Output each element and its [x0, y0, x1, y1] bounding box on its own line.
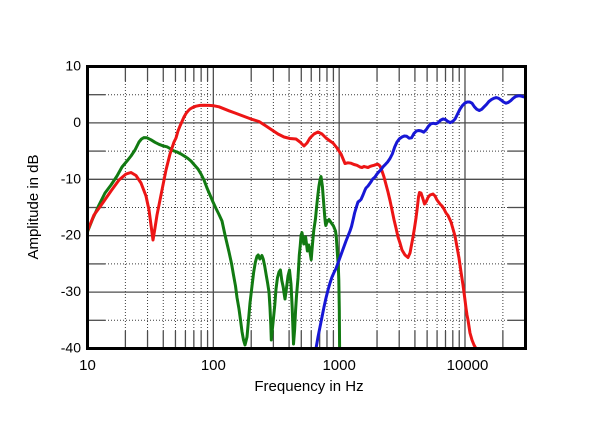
svg-text:-40: -40: [61, 340, 81, 356]
svg-text:10: 10: [65, 58, 81, 74]
svg-text:0: 0: [73, 114, 81, 130]
svg-text:100: 100: [201, 357, 226, 374]
svg-text:-30: -30: [61, 283, 81, 299]
svg-text:10000: 10000: [447, 357, 489, 374]
svg-text:1000: 1000: [322, 357, 355, 374]
svg-text:Amplitude in dB: Amplitude in dB: [25, 154, 42, 259]
svg-text:Frequency in Hz: Frequency in Hz: [254, 378, 363, 395]
svg-text:-20: -20: [61, 227, 81, 243]
svg-text:10: 10: [79, 357, 96, 374]
svg-text:-10: -10: [61, 170, 81, 186]
